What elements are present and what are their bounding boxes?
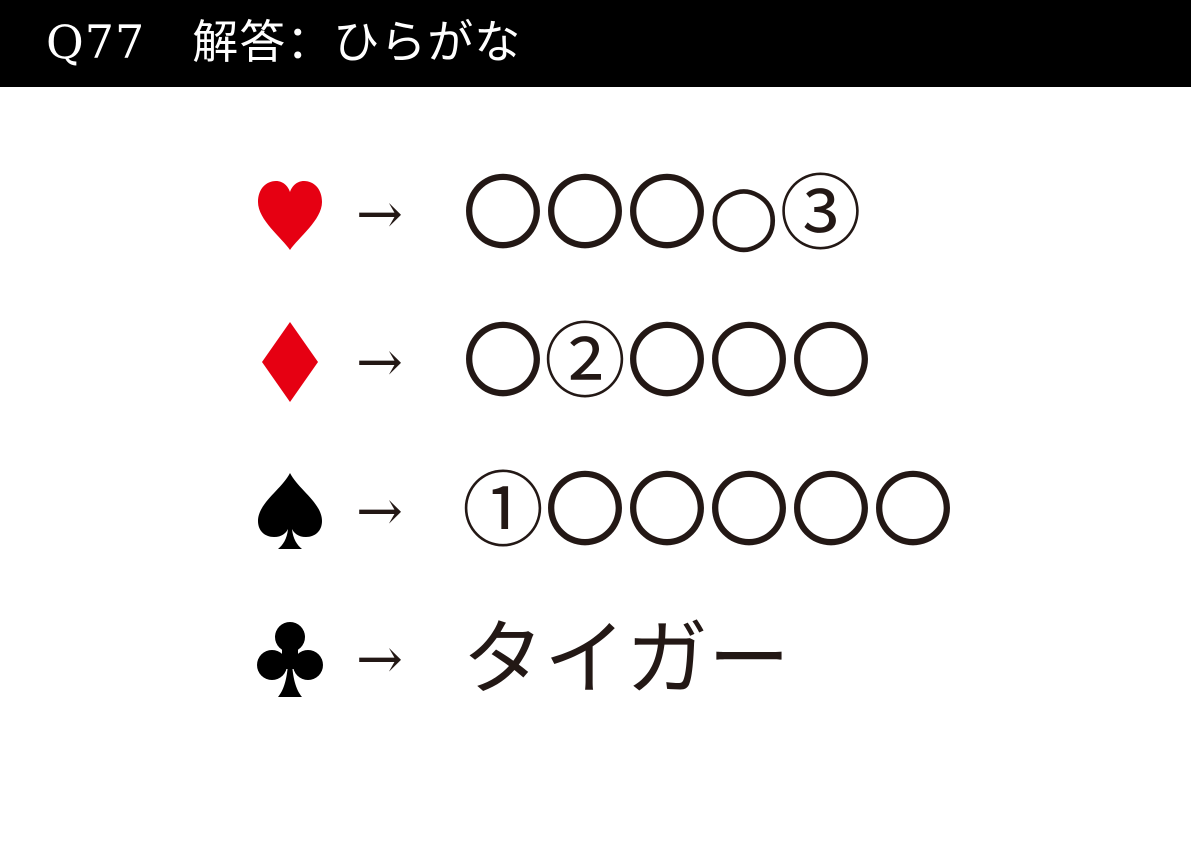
answer-text: ①〇〇〇〇〇 — [462, 464, 955, 559]
page-title: Q77 解答：ひらがな — [46, 15, 522, 69]
answer-row-spade: → ①〇〇〇〇〇 — [0, 467, 1191, 557]
header-bar: Q77 解答：ひらがな — [0, 0, 1191, 87]
answer-text: 〇②〇〇〇 — [462, 315, 873, 410]
arrow: → — [356, 182, 403, 247]
spade-icon — [252, 467, 328, 557]
answer-row-diamond: → 〇②〇〇〇 — [0, 318, 1191, 408]
answer-row-club: → タイガー — [0, 615, 1191, 705]
arrow: → — [356, 627, 403, 692]
answer-row-heart: → 〇〇〇○③ — [0, 170, 1191, 260]
answer-text: 〇〇〇○③ — [462, 167, 862, 262]
club-icon — [252, 615, 328, 705]
arrow: → — [356, 479, 403, 544]
heart-icon — [252, 170, 328, 260]
diamond-icon — [252, 318, 328, 408]
arrow: → — [356, 330, 403, 395]
answer-text: タイガー — [462, 612, 791, 707]
